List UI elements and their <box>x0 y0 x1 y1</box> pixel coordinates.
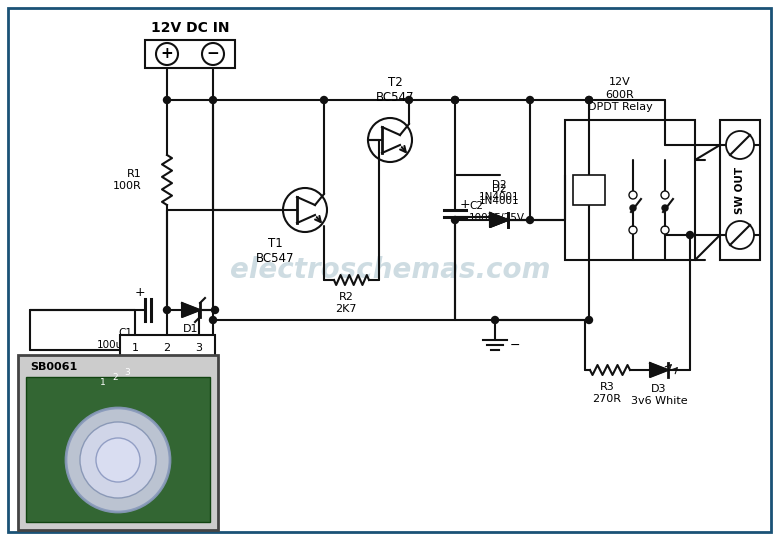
Circle shape <box>629 191 637 199</box>
Text: +: + <box>135 286 146 299</box>
Text: SB0061: SB0061 <box>30 362 77 372</box>
Circle shape <box>586 316 593 323</box>
Polygon shape <box>650 363 668 377</box>
Circle shape <box>80 422 156 498</box>
Circle shape <box>156 43 178 65</box>
Text: 12V DC IN: 12V DC IN <box>151 21 229 35</box>
Circle shape <box>66 408 170 512</box>
Circle shape <box>527 97 534 104</box>
Text: electroschemas.com: electroschemas.com <box>230 256 550 284</box>
Bar <box>145 40 235 68</box>
Circle shape <box>661 191 669 199</box>
Circle shape <box>202 43 224 65</box>
Bar <box>18 355 218 530</box>
Circle shape <box>661 226 669 234</box>
Bar <box>120 335 215 361</box>
Circle shape <box>726 131 754 159</box>
Text: R3
270R: R3 270R <box>593 382 622 403</box>
Text: D2
1N4001: D2 1N4001 <box>478 180 520 202</box>
Bar <box>720 120 760 260</box>
Text: T1
BC547: T1 BC547 <box>256 237 294 265</box>
Circle shape <box>527 217 534 224</box>
Text: C2
100uF/25V: C2 100uF/25V <box>469 201 525 223</box>
Polygon shape <box>182 303 200 317</box>
Circle shape <box>212 307 218 314</box>
Circle shape <box>452 97 459 104</box>
Text: 2: 2 <box>164 343 171 353</box>
Circle shape <box>452 97 459 104</box>
Circle shape <box>726 221 754 249</box>
Circle shape <box>452 217 459 224</box>
Text: −: − <box>510 339 520 352</box>
Bar <box>565 120 695 260</box>
Circle shape <box>164 97 171 104</box>
Text: R2
2K7: R2 2K7 <box>335 292 357 314</box>
Bar <box>26 377 210 522</box>
Circle shape <box>164 307 171 314</box>
Circle shape <box>283 188 327 232</box>
Circle shape <box>320 97 327 104</box>
Text: 2: 2 <box>112 373 118 382</box>
Text: 3: 3 <box>124 368 130 377</box>
Text: C1
100uF/25V: C1 100uF/25V <box>97 328 153 349</box>
Text: 12V
600R
DPDT Relay: 12V 600R DPDT Relay <box>587 77 652 112</box>
Text: D2
1N4001: D2 1N4001 <box>478 184 520 206</box>
Circle shape <box>210 316 217 323</box>
Circle shape <box>586 97 593 104</box>
Circle shape <box>368 118 412 162</box>
Text: 1: 1 <box>100 378 106 387</box>
Text: SW OUT: SW OUT <box>735 166 745 213</box>
Text: D3
3v6 White: D3 3v6 White <box>631 384 687 406</box>
Text: D1
12V: D1 12V <box>180 324 202 346</box>
Bar <box>573 175 605 205</box>
Polygon shape <box>490 213 508 227</box>
Text: R1
100R: R1 100R <box>113 169 142 191</box>
Circle shape <box>629 226 637 234</box>
Circle shape <box>686 232 693 239</box>
Circle shape <box>630 205 636 211</box>
Text: T2
BC547: T2 BC547 <box>375 76 414 104</box>
Text: +: + <box>160 46 174 62</box>
Circle shape <box>586 97 593 104</box>
Text: +: + <box>460 199 471 212</box>
Text: −: − <box>206 46 220 62</box>
Circle shape <box>662 205 668 211</box>
Circle shape <box>210 97 217 104</box>
Circle shape <box>406 97 413 104</box>
Text: 3: 3 <box>196 343 203 353</box>
Polygon shape <box>490 213 508 227</box>
Circle shape <box>492 316 499 323</box>
Circle shape <box>96 438 140 482</box>
Text: 1: 1 <box>132 343 139 353</box>
